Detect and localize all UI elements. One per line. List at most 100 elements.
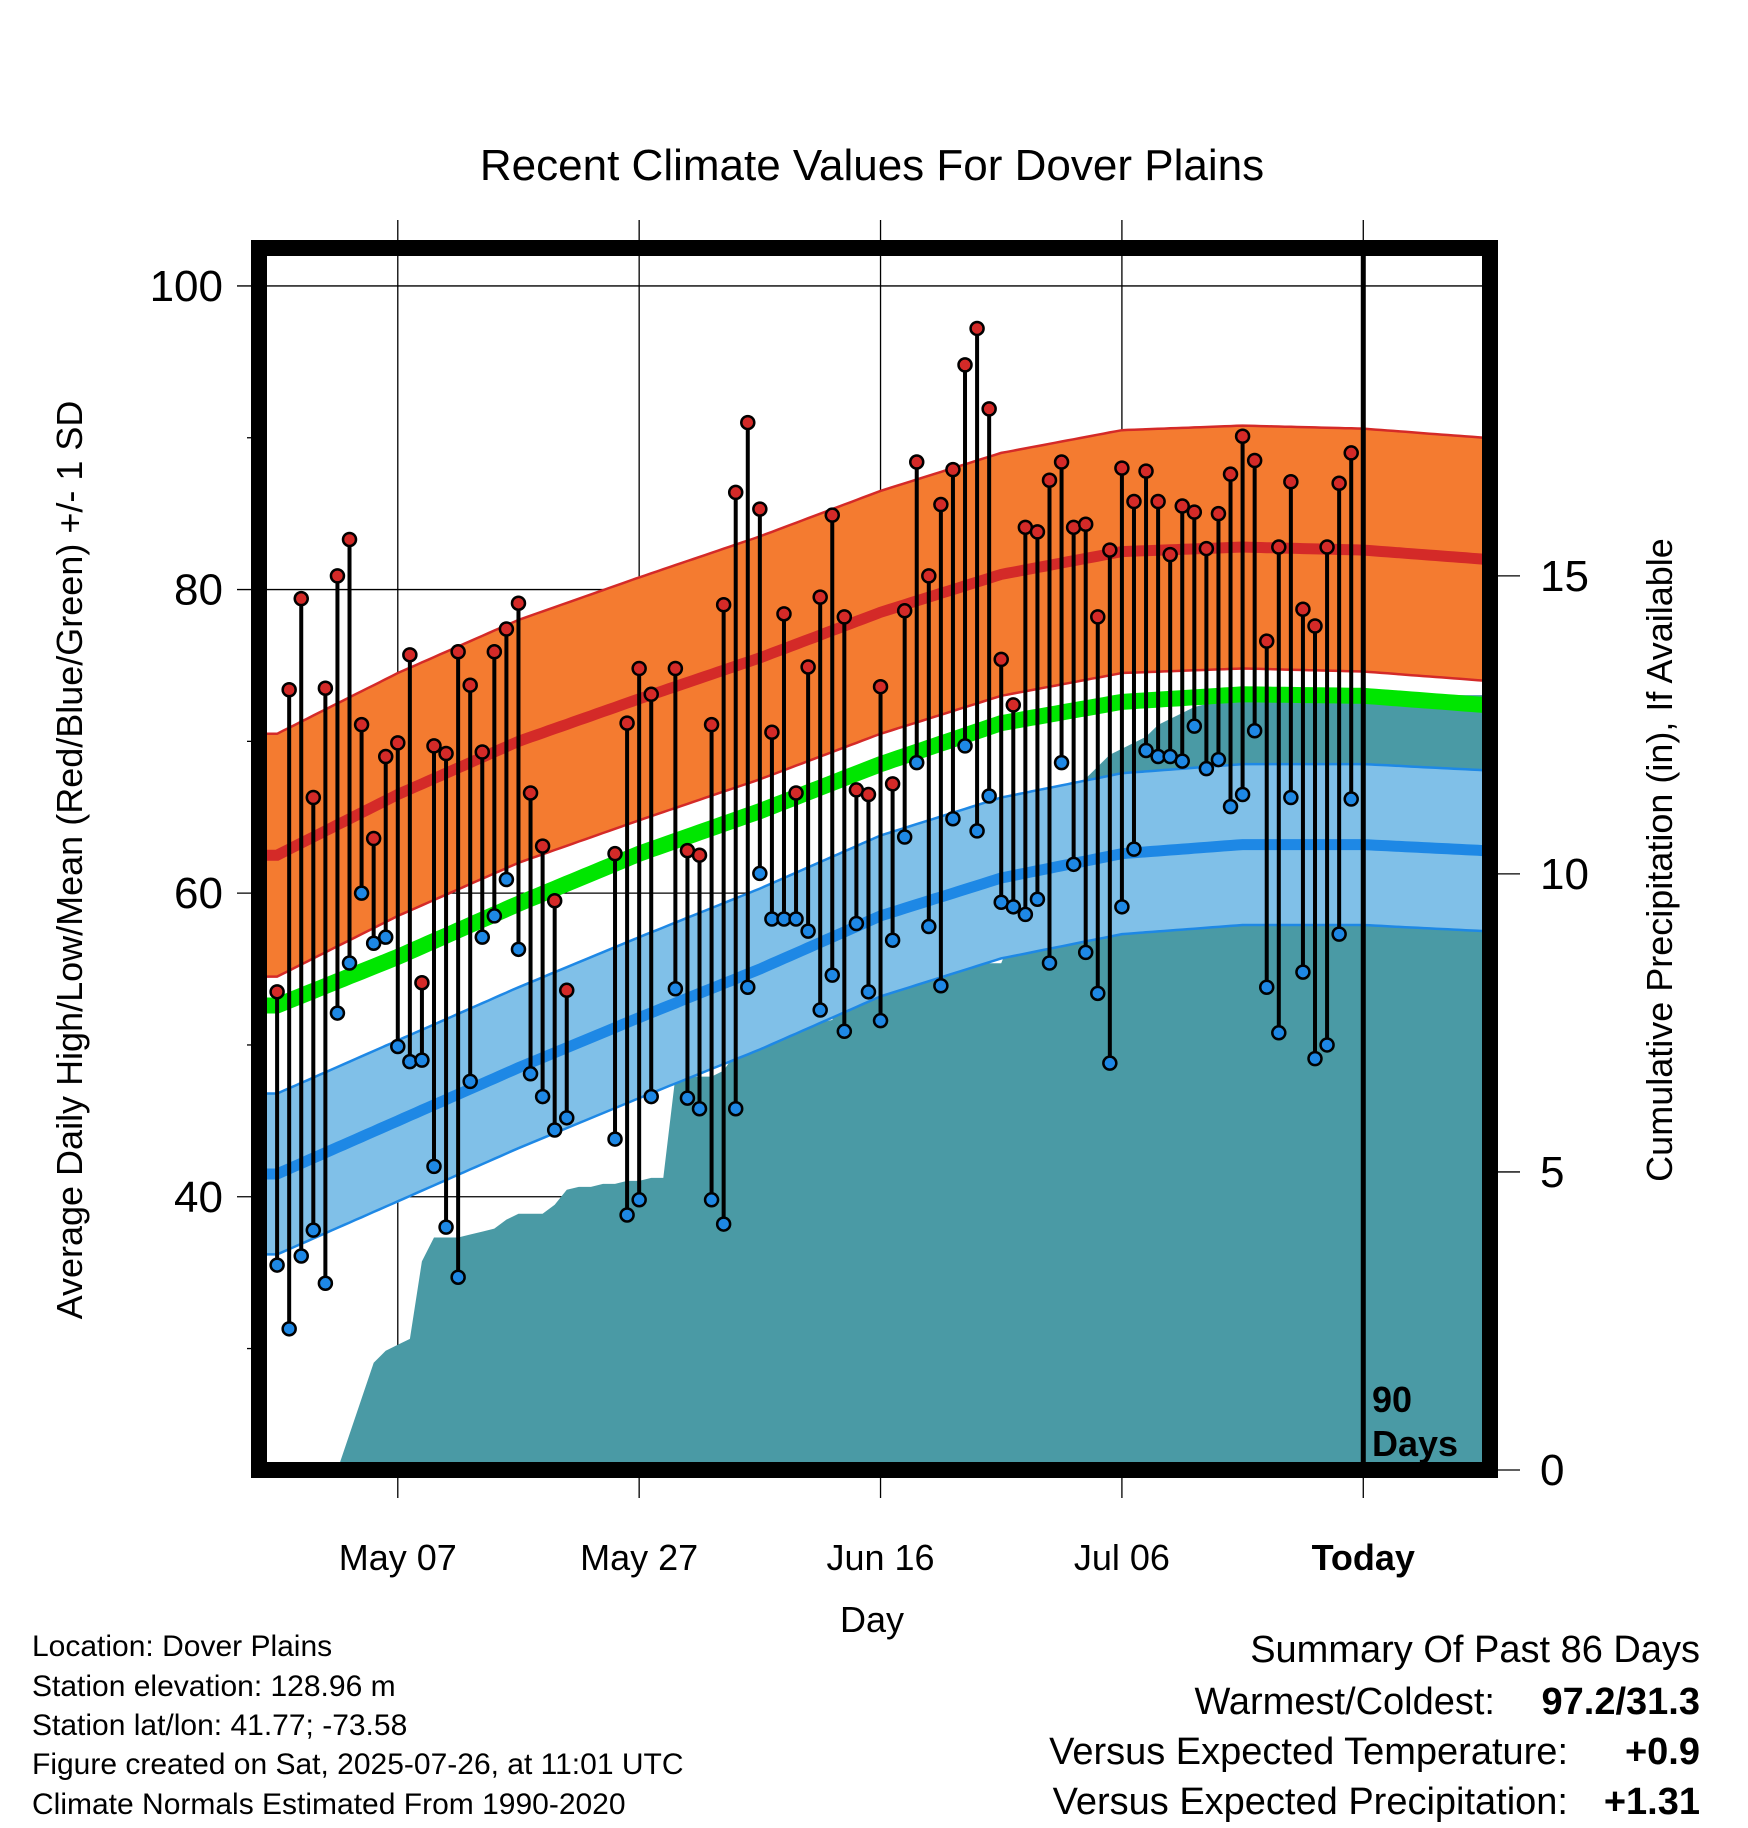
- obs-high-point: [740, 414, 756, 431]
- obs-high-point: [1295, 601, 1311, 618]
- obs-low-point: [281, 1321, 297, 1337]
- y-tick-label: 100: [150, 262, 223, 311]
- obs-high-point: [1174, 498, 1190, 514]
- obs-high-point: [1271, 539, 1287, 555]
- obs-low-point: [812, 1002, 828, 1018]
- normal-low-sd-edges: [259, 762, 1490, 1256]
- obs-high-point: [884, 776, 901, 792]
- obs-high-point: [1041, 472, 1058, 489]
- obs-low-point: [824, 967, 841, 983]
- obs-high-point: [921, 568, 937, 584]
- obs-high-point: [872, 678, 889, 695]
- obs-low-point: [317, 1275, 334, 1292]
- obs-high-point: [631, 660, 647, 677]
- warm-cold-value: 97.2/31.3: [1542, 1681, 1700, 1723]
- obs-high-point: [426, 738, 442, 754]
- obs-low-point: [1343, 791, 1359, 807]
- y2-tick-label: 15: [1540, 552, 1589, 601]
- obs-high-point: [438, 745, 454, 762]
- obs-low-point: [740, 979, 756, 996]
- obs-low-point: [522, 1066, 539, 1082]
- obs-low-point: [329, 1005, 346, 1021]
- obs-low-point: [305, 1222, 322, 1238]
- obs-high-point: [945, 461, 961, 478]
- daily-observations: [269, 320, 1359, 1337]
- obs-high-point: [727, 484, 744, 501]
- obs-low-point: [631, 1192, 647, 1208]
- obs-low-point: [486, 908, 503, 924]
- obs-high-point: [474, 744, 491, 760]
- obs-high-point: [1138, 463, 1154, 479]
- obs-high-point: [293, 590, 309, 607]
- obs-high-point: [1005, 697, 1022, 713]
- obs-high-point: [776, 606, 792, 622]
- obs-low-point: [848, 915, 865, 932]
- obs-high-point: [1126, 493, 1142, 510]
- summary-panel: Summary Of Past 86 Days Warmest/Coldest:…: [1049, 1629, 1700, 1823]
- obs-low-point: [1246, 722, 1263, 739]
- obs-high-point: [1343, 445, 1359, 461]
- obs-low-point: [390, 1038, 406, 1055]
- obs-low-point: [510, 941, 527, 958]
- obs-low-point: [884, 932, 901, 948]
- obs-high-point: [329, 568, 346, 584]
- obs-low-point: [341, 955, 358, 971]
- obs-low-point: [1319, 1037, 1335, 1053]
- obs-high-point: [933, 496, 949, 513]
- obs-high-point: [317, 680, 334, 696]
- obs-low-point: [921, 918, 937, 935]
- obs-low-point: [1186, 718, 1203, 734]
- y-tick-label: 80: [174, 566, 223, 615]
- obs-high-point: [957, 357, 973, 373]
- precip-anomaly-label: Versus Expected Precipitation:: [1053, 1781, 1568, 1823]
- obs-high-point: [1029, 524, 1046, 540]
- obs-high-point: [715, 596, 732, 613]
- obs-high-point: [1258, 633, 1275, 649]
- obs-high-point: [1331, 475, 1347, 492]
- obs-high-point: [1283, 474, 1299, 490]
- obs-low-point: [498, 871, 515, 888]
- obs-low-point: [414, 1052, 430, 1068]
- obs-low-point: [1017, 906, 1034, 923]
- obs-low-point: [474, 929, 491, 945]
- elevation-text: Station elevation: 128.96 m: [32, 1670, 396, 1703]
- created-text: Figure created on Sat, 2025-07-26, at 11…: [32, 1748, 684, 1781]
- temp-anomaly-label: Versus Expected Temperature:: [1049, 1731, 1568, 1773]
- obs-high-point: [896, 603, 913, 619]
- x-tick-label: May 27: [580, 1537, 698, 1578]
- obs-low-point: [1283, 789, 1299, 806]
- obs-low-point: [607, 1131, 623, 1147]
- obs-low-point: [377, 929, 394, 945]
- obs-high-point: [498, 621, 515, 637]
- obs-high-point: [860, 786, 877, 803]
- x-tick-label: Jun 16: [826, 1537, 934, 1578]
- obs-high-point: [752, 501, 768, 517]
- obs-low-point: [981, 788, 997, 804]
- obs-high-point: [1210, 505, 1227, 522]
- location-text: Location: Dover Plains: [32, 1630, 332, 1663]
- obs-low-point: [1198, 760, 1215, 777]
- obs-low-point: [969, 823, 985, 839]
- obs-high-point: [341, 531, 358, 548]
- obs-high-point: [1150, 493, 1166, 510]
- obs-low-point: [1077, 944, 1094, 961]
- obs-high-point: [908, 454, 925, 470]
- normal-high-sd-edges: [259, 424, 1490, 978]
- obs-low-point: [546, 1122, 563, 1138]
- obs-low-point: [896, 829, 913, 845]
- obs-low-point: [559, 1110, 575, 1126]
- temp-anomaly-value: +0.9: [1625, 1731, 1700, 1773]
- obs-low-point: [353, 885, 370, 901]
- obs-high-point: [1186, 504, 1203, 520]
- obs-high-point: [450, 644, 466, 660]
- y2-axis-label: Cumulative Precipitation (in), If Availa…: [1639, 538, 1680, 1182]
- x-tick-label: Today: [1312, 1537, 1415, 1578]
- obs-low-point: [727, 1100, 744, 1117]
- obs-low-point: [450, 1269, 466, 1285]
- obs-low-point: [800, 923, 816, 939]
- obs-low-point: [619, 1207, 635, 1223]
- obs-high-point: [667, 660, 684, 677]
- obs-low-point: [1258, 979, 1275, 996]
- obs-high-point: [377, 748, 394, 765]
